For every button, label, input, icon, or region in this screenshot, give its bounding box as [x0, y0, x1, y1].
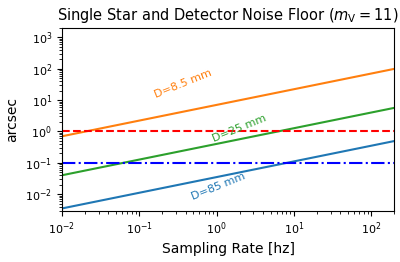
Text: D=8.5 mm: D=8.5 mm — [153, 68, 213, 100]
Y-axis label: arcsec: arcsec — [6, 97, 20, 142]
Title: Single Star and Detector Noise Floor ($m_\mathrm{V} = 11$): Single Star and Detector Noise Floor ($m… — [58, 6, 399, 25]
Text: D=85 mm: D=85 mm — [190, 171, 246, 201]
X-axis label: Sampling Rate [hz]: Sampling Rate [hz] — [162, 242, 295, 256]
Text: D=25 mm: D=25 mm — [211, 114, 268, 144]
